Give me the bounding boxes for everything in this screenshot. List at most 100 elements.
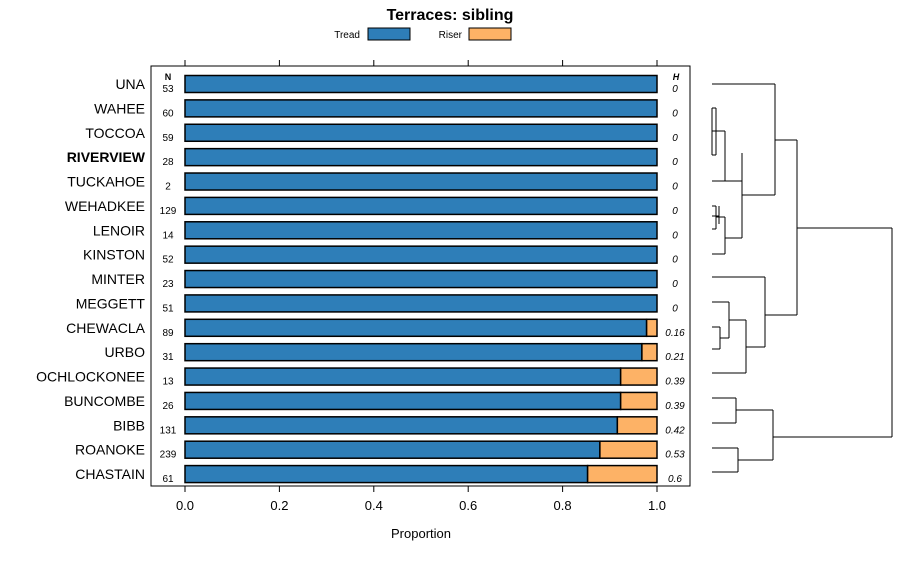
legend-label-riser: Riser (439, 30, 463, 41)
dendrogram-link (712, 397, 773, 424)
category-label: KINSTON (83, 247, 145, 263)
bar-tread (184, 318, 648, 338)
dendrogram (711, 83, 893, 473)
category-label: BIBB (113, 417, 145, 433)
n-value: 51 (162, 303, 174, 314)
bar-tread (184, 74, 658, 94)
bar-tread (184, 269, 658, 289)
n-value: 13 (162, 377, 174, 388)
x-axis: 0.0 0.2 0.4 0.6 0.8 1.0 (176, 60, 666, 513)
category-label: MINTER (91, 271, 145, 287)
n-value: 60 (162, 108, 174, 119)
dendrogram-link (712, 276, 766, 374)
bar-riser (586, 464, 658, 484)
n-value: 59 (162, 133, 174, 144)
h-value: 0 (672, 279, 678, 290)
n-value: 31 (162, 352, 174, 363)
x-tick-label: 0.4 (365, 498, 383, 513)
bar-riser (645, 318, 658, 338)
bar-riser (619, 391, 658, 411)
n-value: 23 (162, 279, 174, 290)
bar-riser (641, 342, 658, 362)
dendrogram-link (712, 326, 729, 350)
category-label: BUNCOMBE (64, 393, 145, 409)
h-value: 0.21 (665, 352, 684, 363)
bar-tread (184, 391, 622, 411)
h-value: 0 (672, 303, 678, 314)
n-value: 52 (162, 255, 174, 266)
dendrogram-link (775, 139, 798, 315)
x-axis-label: Proportion (391, 526, 451, 541)
legend-swatch-riser (468, 27, 512, 41)
dendrogram-link (712, 83, 776, 238)
category-label: CHEWACLA (66, 320, 145, 336)
x-tick-label: 1.0 (648, 498, 666, 513)
h-value: 0 (672, 255, 678, 266)
x-tick-label: 0.2 (270, 498, 288, 513)
dendrogram-link (712, 301, 746, 338)
h-value: 0 (672, 230, 678, 241)
n-value: 89 (162, 328, 174, 339)
category-label: WAHEE (94, 100, 145, 116)
h-value: 0.53 (665, 450, 685, 461)
h-header: H (673, 72, 680, 82)
dendrogram-link (712, 130, 742, 182)
dendrogram-link (712, 205, 725, 230)
bar-tread (184, 99, 658, 118)
chart-title: Terraces: sibling (387, 7, 514, 24)
n-value: 131 (160, 425, 177, 436)
bar-riser (616, 416, 658, 435)
h-value: 0 (672, 206, 678, 217)
dendrogram-link (765, 227, 893, 437)
dendrogram-link (712, 206, 720, 224)
legend-swatch-tread (367, 27, 411, 41)
bar-tread (184, 342, 643, 362)
category-label: LENOIR (93, 222, 145, 238)
bar-tread (184, 440, 601, 459)
n-value: 239 (160, 450, 177, 461)
n-value: 28 (162, 157, 174, 168)
bar-tread (184, 245, 658, 264)
bar-tread (184, 147, 658, 167)
n-value: 14 (162, 230, 174, 241)
bar-tread (184, 172, 658, 191)
h-value: 0.6 (668, 474, 682, 485)
bar-tread (184, 196, 658, 216)
category-label: WEHADKEE (65, 198, 145, 214)
h-value: 0.39 (665, 377, 685, 388)
bar-tread (184, 221, 658, 240)
category-label: URBO (105, 344, 146, 360)
bar-tread (184, 367, 622, 386)
x-tick-label: 0.6 (459, 498, 477, 513)
n-value: 2 (165, 182, 171, 193)
bar-tread (184, 294, 658, 313)
h-value: 0 (672, 108, 678, 119)
bar-tread (184, 123, 658, 143)
bar-tread (184, 416, 619, 435)
x-tick-label: 0.0 (176, 498, 194, 513)
category-label: MEGGETT (76, 295, 146, 311)
bar-riser (599, 440, 658, 459)
category-label: OCHLOCKONEE (36, 369, 145, 385)
n-value: 129 (160, 206, 177, 217)
category-label: TOCCOA (85, 125, 145, 141)
bar-riser (619, 367, 658, 386)
category-label: ROANOKE (75, 442, 145, 458)
x-tick-label: 0.8 (554, 498, 572, 513)
legend: Tread Riser (334, 27, 512, 41)
bar-tread (184, 464, 589, 484)
dendrogram-link (712, 217, 742, 255)
dendrogram-link (772, 410, 892, 460)
category-label: RIVERVIEW (67, 149, 146, 165)
bars-layer: UNA 53 0 WAHEE 60 0 TOCCOA 59 0 RIVERVIEW 28 0 TUCKA… (36, 74, 685, 485)
category-label: CHASTAIN (75, 466, 145, 482)
n-header: N (165, 72, 172, 82)
category-label: UNA (115, 76, 145, 92)
n-value: 53 (162, 84, 174, 95)
h-value: 0 (672, 133, 678, 144)
n-value: 26 (162, 401, 174, 412)
h-value: 0 (672, 157, 678, 168)
category-label: TUCKAHOE (67, 174, 145, 190)
h-value: 0.39 (665, 401, 685, 412)
